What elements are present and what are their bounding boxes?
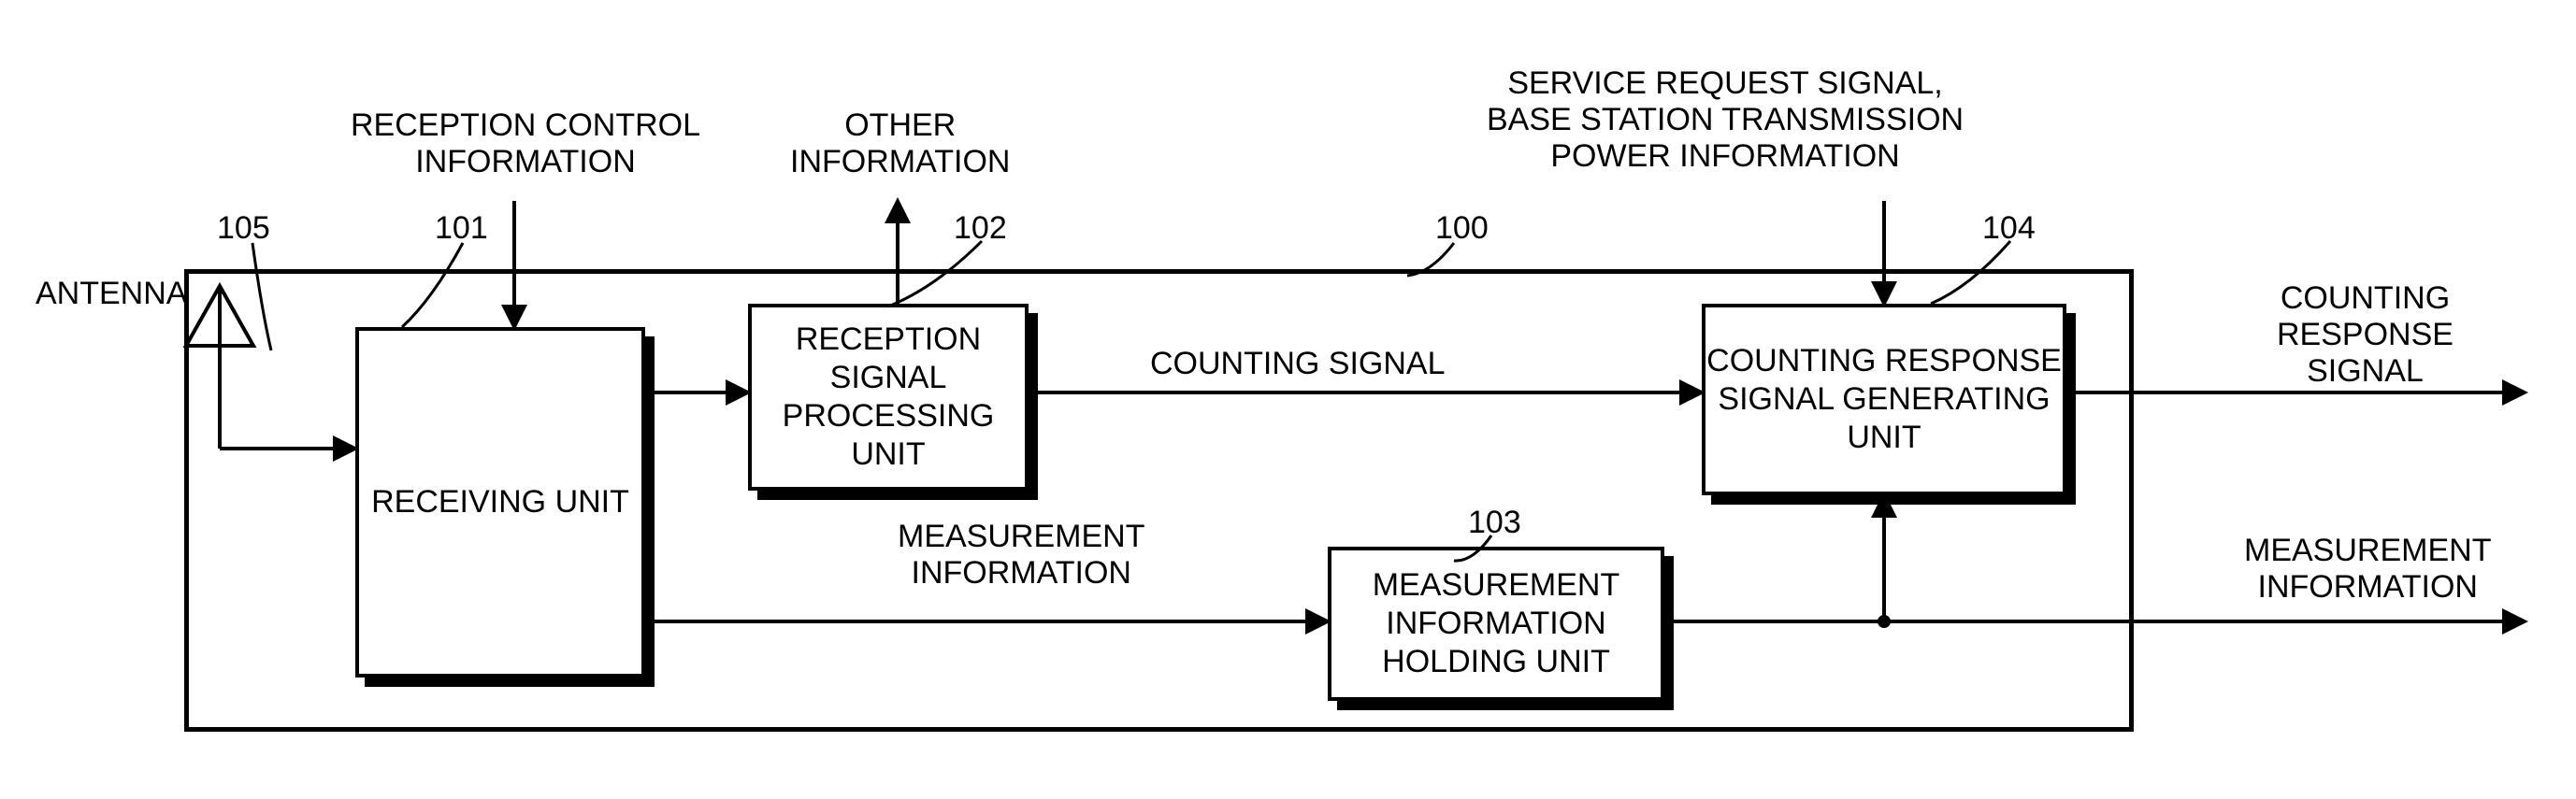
- counting-response-signal-out-label: COUNTING RESPONSE SIGNAL: [2277, 280, 2454, 390]
- rsp-unit-label: RECEPTION SIGNAL PROCESSING UNIT: [752, 321, 1025, 473]
- measurement-information-out-label: MEASUREMENT INFORMATION: [2244, 533, 2491, 606]
- crsgu-label: COUNTING RESPONSE SIGNAL GENERATING UNIT: [1705, 342, 2063, 456]
- counting-response-signal-generating-unit-block: COUNTING RESPONSE SIGNAL GENERATING UNIT: [1702, 304, 2066, 495]
- service-request-label: SERVICE REQUEST SIGNAL, BASE STATION TRA…: [1487, 65, 1964, 175]
- ref-100-label: 100: [1435, 210, 1489, 247]
- mihu-label: MEASUREMENT INFORMATION HOLDING UNIT: [1331, 566, 1661, 680]
- measurement-information-mid-label: MEASUREMENT INFORMATION: [898, 519, 1144, 592]
- receiving-unit-block: RECEIVING UNIT: [355, 327, 645, 678]
- other-information-label: OTHER INFORMATION: [790, 107, 1010, 180]
- ref-101-label: 101: [435, 210, 488, 247]
- antenna-label: ANTENNA: [36, 276, 187, 312]
- receiving-unit-label: RECEIVING UNIT: [371, 483, 629, 521]
- measurement-info-holding-unit-block: MEASUREMENT INFORMATION HOLDING UNIT: [1328, 547, 1664, 701]
- counting-signal-label: COUNTING SIGNAL: [1150, 346, 1445, 382]
- diagram-canvas: RECEIVING UNIT RECEPTION SIGNAL PROCESSI…: [0, 0, 2576, 799]
- ref-102-label: 102: [954, 210, 1007, 247]
- reception-signal-processing-unit-block: RECEPTION SIGNAL PROCESSING UNIT: [748, 304, 1029, 491]
- reception-control-information-label: RECEPTION CONTROL INFORMATION: [351, 107, 700, 180]
- ref-103-label: 103: [1468, 505, 1521, 541]
- ref-104-label: 104: [1982, 210, 2036, 247]
- ref-105-label: 105: [217, 210, 270, 247]
